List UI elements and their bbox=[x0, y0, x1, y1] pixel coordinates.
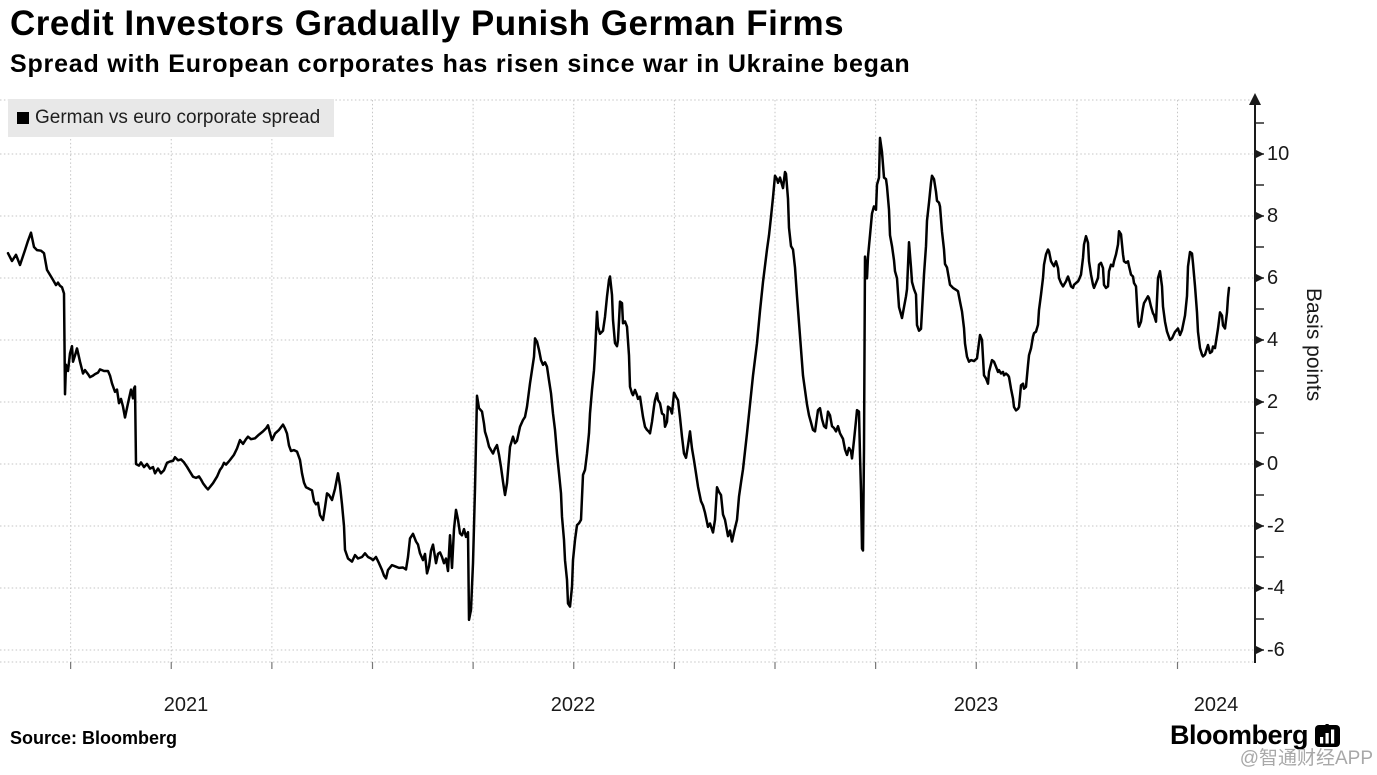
y-tick-label: -6 bbox=[1267, 639, 1285, 661]
legend: German vs euro corporate spread bbox=[8, 99, 335, 137]
y-tick-label: 8 bbox=[1267, 205, 1278, 227]
y-axis-top-arrow-icon bbox=[1249, 93, 1261, 105]
y-axis-title: Basis points bbox=[1302, 288, 1325, 402]
x-year-label: 2021 bbox=[164, 694, 209, 716]
y-major-tick-arrow-icon bbox=[1254, 459, 1264, 469]
x-year-label: 2023 bbox=[954, 694, 999, 716]
watermark: @智通财经APP bbox=[1239, 748, 1373, 769]
y-major-tick-arrow-icon bbox=[1254, 397, 1264, 407]
y-tick-label: 2 bbox=[1267, 391, 1278, 413]
bloomberg-logo: Bloomberg bbox=[1170, 720, 1341, 751]
page-title: Credit Investors Gradually Punish German… bbox=[10, 4, 845, 43]
legend-swatch-icon bbox=[17, 112, 29, 124]
source-note: Source: Bloomberg bbox=[10, 728, 178, 748]
y-tick-label: 4 bbox=[1267, 329, 1278, 351]
series-line bbox=[6, 136, 1231, 622]
page-subtitle: Spread with European corporates has rise… bbox=[10, 50, 911, 78]
bloomberg-barchart-icon bbox=[1315, 724, 1341, 747]
y-major-tick-arrow-icon bbox=[1254, 211, 1264, 221]
x-year-label: 2024 bbox=[1194, 694, 1239, 716]
y-tick-label: -2 bbox=[1267, 515, 1285, 537]
y-tick-label: 0 bbox=[1267, 453, 1278, 475]
y-tick-label: -4 bbox=[1267, 577, 1285, 599]
y-major-tick-arrow-icon bbox=[1254, 521, 1264, 531]
y-major-tick-arrow-icon bbox=[1254, 335, 1264, 345]
y-tick-label: 10 bbox=[1267, 143, 1289, 165]
x-year-label: 2022 bbox=[551, 694, 596, 716]
legend-label: German vs euro corporate spread bbox=[35, 107, 321, 128]
y-major-tick-arrow-icon bbox=[1254, 273, 1264, 283]
y-major-tick-arrow-icon bbox=[1254, 645, 1264, 655]
bloomberg-wordmark: Bloomberg bbox=[1170, 720, 1309, 750]
y-tick-label: 6 bbox=[1267, 267, 1278, 289]
y-major-tick-arrow-icon bbox=[1254, 149, 1264, 159]
y-major-tick-arrow-icon bbox=[1254, 583, 1264, 593]
